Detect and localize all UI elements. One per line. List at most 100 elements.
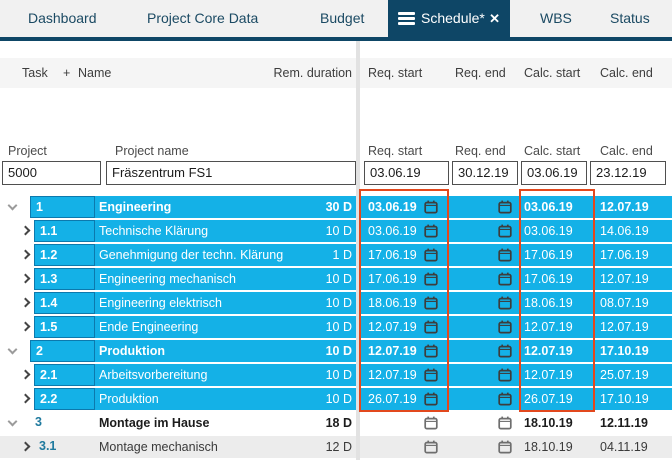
tab-wbs[interactable]: WBS — [540, 10, 572, 26]
calc-end-value: 12.07.19 — [600, 272, 649, 286]
project-calc-start-field[interactable]: 03.06.19 — [521, 161, 587, 185]
chevron-down-icon[interactable] — [7, 200, 18, 211]
chevron-right-icon[interactable] — [20, 225, 31, 236]
calendar-icon[interactable] — [424, 392, 438, 406]
tab-project-core-data[interactable]: Project Core Data — [147, 10, 259, 26]
chevron-right-icon[interactable] — [20, 321, 31, 332]
calc-end-value: 08.07.19 — [600, 296, 649, 310]
task-id-cell[interactable]: 1.2 — [34, 244, 95, 266]
task-row-2.1[interactable]: 2.1 Arbeitsvorbereitung 10 D 12.07.19 12.07.… — [0, 364, 672, 386]
chevron-right-icon[interactable] — [20, 273, 31, 284]
tab-dashboard[interactable]: Dashboard — [28, 10, 97, 26]
calendar-icon[interactable] — [498, 296, 512, 310]
task-row-3.1[interactable]: 3.1 Montage mechanisch 12 D 18.10.19 04.11.1… — [0, 436, 672, 458]
calendar-icon[interactable] — [498, 224, 512, 238]
add-column-icon[interactable]: + — [63, 66, 71, 80]
chevron-right-icon[interactable] — [20, 249, 31, 260]
panel-divider[interactable] — [356, 41, 360, 460]
task-row-3[interactable]: 3 Montage im Hause 18 D 18.10.19 12.11.19 — [0, 412, 672, 434]
chevron-right-icon[interactable] — [20, 393, 31, 404]
calendar-icon[interactable] — [498, 344, 512, 358]
col-header-task: Task — [22, 66, 48, 80]
calendar-icon[interactable] — [498, 272, 512, 286]
calendar-icon — [498, 440, 512, 454]
tab-budget[interactable]: Budget — [320, 10, 365, 26]
task-row-2[interactable]: 2 Produktion 10 D 12.07.19 12.07.19 17.10.19 — [0, 340, 672, 362]
chevron-right-icon[interactable] — [20, 297, 31, 308]
task-name: Produktion — [99, 344, 165, 358]
req-start-value[interactable]: 12.07.19 — [368, 320, 417, 334]
calc-start-value: 17.06.19 — [524, 248, 573, 262]
calc-end-value: 17.10.19 — [600, 392, 649, 406]
task-name: Arbeitsvorbereitung — [99, 368, 208, 382]
calendar-icon[interactable] — [424, 368, 438, 382]
task-rem-duration: 10 D — [325, 224, 352, 238]
task-id-cell[interactable]: 1 — [30, 196, 95, 218]
calendar-icon[interactable] — [498, 416, 512, 430]
calendar-icon[interactable] — [424, 440, 438, 454]
chevron-right-icon[interactable] — [20, 369, 31, 380]
task-row-1.3[interactable]: 1.3 Engineering mechanisch 10 D 17.06.19 17.… — [0, 268, 672, 290]
calendar-icon[interactable] — [424, 416, 438, 430]
calc-end-value: 17.10.19 — [600, 344, 649, 358]
project-req-start-field[interactable]: 03.06.19 — [364, 161, 449, 185]
task-name: Montage mechanisch — [99, 440, 218, 454]
task-row-1.4[interactable]: 1.4 Engineering elektrisch 10 D 18.06.19 18.… — [0, 292, 672, 314]
task-name: Ende Engineering — [99, 320, 199, 334]
calendar-icon[interactable] — [424, 272, 438, 286]
req-start-value[interactable]: 18.06.19 — [368, 296, 417, 310]
task-row-2.2[interactable]: 2.2 Produktion 10 D 26.07.19 26.07.19 17.10.1… — [0, 388, 672, 410]
task-row-1.2[interactable]: 1.2 Genehmigung der techn. Klärung 1 D 17.0… — [0, 244, 672, 266]
task-row-1[interactable]: 1 Engineering 30 D 03.06.19 03.06.19 12.07.19 — [0, 196, 672, 218]
calc-start-value: 03.06.19 — [524, 224, 573, 238]
req-start-value[interactable]: 17.06.19 — [368, 248, 417, 262]
calendar-icon[interactable] — [424, 200, 438, 214]
project-req-end-label: Req. end — [455, 144, 506, 158]
task-id-cell[interactable]: 1.1 — [34, 220, 95, 242]
calendar-icon[interactable] — [498, 320, 512, 334]
calc-start-value: 03.06.19 — [524, 200, 573, 214]
calendar-icon[interactable] — [498, 368, 512, 382]
task-id-cell[interactable]: 2.1 — [34, 364, 95, 386]
req-start-value[interactable]: 17.06.19 — [368, 272, 417, 286]
task-id-cell[interactable]: 2 — [30, 340, 95, 362]
tab-schedule[interactable]: Schedule* ✕ — [388, 0, 510, 41]
calendar-icon[interactable] — [424, 248, 438, 262]
row-selection-band — [34, 268, 672, 290]
req-start-value[interactable]: 03.06.19 — [368, 200, 417, 214]
task-row-1.1[interactable]: 1.1 Technische Klärung 10 D 03.06.19 03.06.1… — [0, 220, 672, 242]
calendar-icon[interactable] — [424, 344, 438, 358]
req-start-value[interactable]: 03.06.19 — [368, 224, 417, 238]
calc-start-value: 12.07.19 — [524, 344, 573, 358]
calendar-icon[interactable] — [424, 296, 438, 310]
task-id-cell[interactable]: 3 — [35, 415, 42, 429]
req-start-value[interactable]: 26.07.19 — [368, 392, 417, 406]
task-id-cell[interactable]: 2.2 — [34, 388, 95, 410]
project-name-field[interactable]: Fräszentrum FS1 — [106, 161, 356, 185]
task-id-cell[interactable]: 1.4 — [34, 292, 95, 314]
calendar-icon[interactable] — [424, 320, 438, 334]
calendar-icon[interactable] — [498, 440, 512, 454]
task-id-cell[interactable]: 3.1 — [39, 439, 57, 453]
calendar-icon[interactable] — [498, 392, 512, 406]
row-selection-band — [34, 220, 672, 242]
project-id-field[interactable]: 5000 — [2, 161, 101, 185]
req-start-value[interactable]: 12.07.19 — [368, 344, 417, 358]
hamburger-icon[interactable] — [398, 12, 415, 25]
close-icon[interactable]: ✕ — [489, 11, 500, 26]
calendar-icon[interactable] — [498, 248, 512, 262]
calendar-icon[interactable] — [424, 224, 438, 238]
req-start-value[interactable]: 12.07.19 — [368, 368, 417, 382]
project-req-end-field[interactable]: 30.12.19 — [452, 161, 518, 185]
task-row-1.5[interactable]: 1.5 Ende Engineering 10 D 12.07.19 12.07.19 1… — [0, 316, 672, 338]
task-id-cell[interactable]: 1.3 — [34, 268, 95, 290]
task-rem-duration: 30 D — [325, 200, 352, 214]
chevron-down-icon[interactable] — [7, 344, 18, 355]
project-calc-end-field[interactable]: 23.12.19 — [590, 161, 666, 185]
row-selection-band — [34, 244, 672, 266]
calendar-icon — [424, 200, 438, 214]
tab-status[interactable]: Status — [610, 10, 650, 26]
calendar-icon[interactable] — [498, 200, 512, 214]
calendar-icon — [424, 320, 438, 334]
task-id-cell[interactable]: 1.5 — [34, 316, 95, 338]
